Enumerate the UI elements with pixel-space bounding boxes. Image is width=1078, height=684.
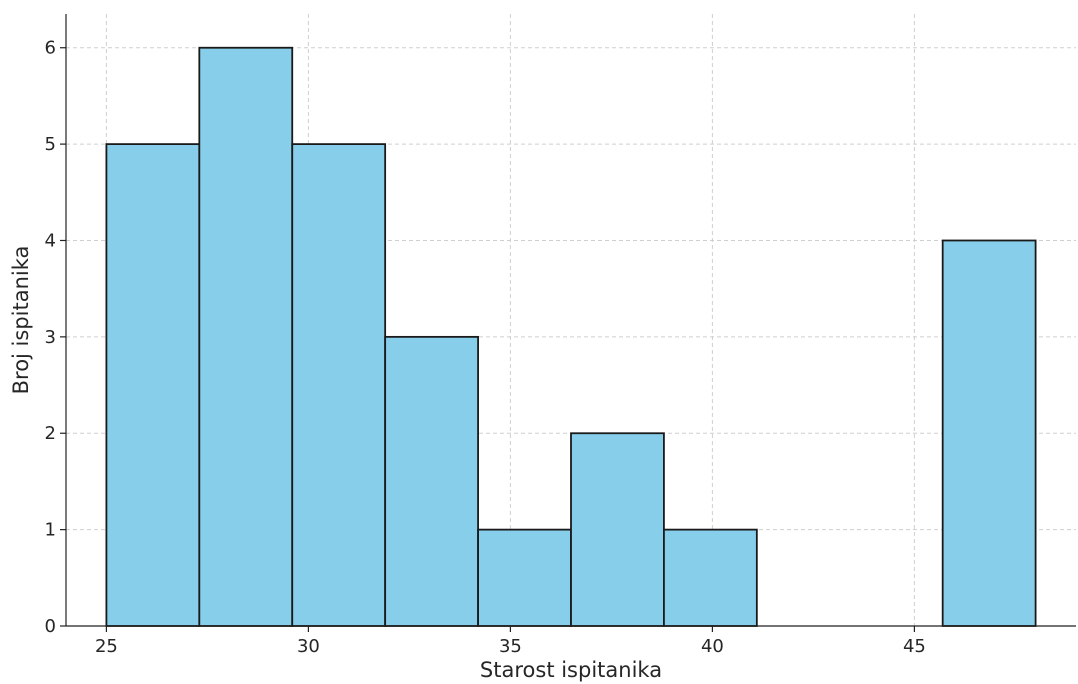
histogram-bar-5 xyxy=(570,432,665,627)
y-tick-label-2: 2 xyxy=(45,423,56,444)
y-tick-label-3: 3 xyxy=(45,327,56,348)
x-tick-label-2: 35 xyxy=(499,636,522,657)
histogram-bar-6 xyxy=(663,528,758,627)
y-tick-label-1: 1 xyxy=(45,520,56,541)
x-tick-label-0: 25 xyxy=(95,636,118,657)
y-tick-label-4: 4 xyxy=(45,230,56,251)
bars xyxy=(105,46,1037,627)
y-axis-label: Broj ispitanika xyxy=(9,246,33,395)
histogram-bar-9 xyxy=(941,239,1037,627)
x-tick-label-1: 30 xyxy=(297,636,320,657)
histogram-bar-2 xyxy=(291,143,387,627)
x-tick-label-3: 40 xyxy=(701,636,724,657)
y-tick-label-6: 6 xyxy=(45,38,56,59)
histogram-bar-4 xyxy=(477,528,572,627)
axes xyxy=(60,14,1076,632)
histogram-bar-3 xyxy=(384,335,479,627)
y-tick-label-0: 0 xyxy=(45,616,56,637)
y-tick-label-5: 5 xyxy=(45,134,56,155)
histogram-bar-0 xyxy=(105,143,201,627)
x-tick-label-4: 45 xyxy=(903,636,926,657)
x-axis-label: Starost ispitanika xyxy=(480,658,662,682)
histogram-bar-1 xyxy=(198,46,294,627)
